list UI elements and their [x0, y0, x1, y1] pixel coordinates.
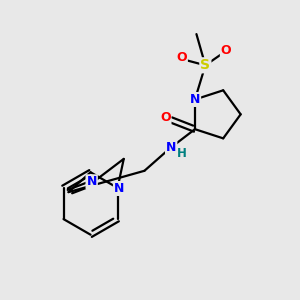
Text: N: N — [190, 93, 200, 106]
Text: S: S — [200, 58, 210, 72]
Text: H: H — [177, 147, 187, 161]
Text: O: O — [176, 51, 187, 64]
Text: O: O — [221, 44, 232, 57]
Text: N: N — [86, 175, 97, 188]
Text: O: O — [160, 111, 170, 124]
Text: N: N — [114, 182, 124, 195]
Text: N: N — [166, 140, 176, 154]
